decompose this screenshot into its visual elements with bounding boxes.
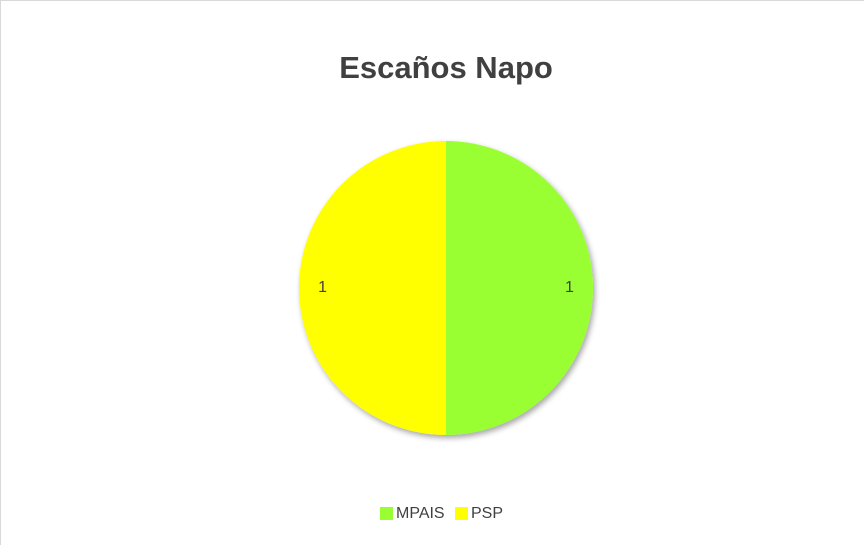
legend-label: MPAIS (396, 505, 445, 522)
legend-label: PSP (471, 505, 503, 522)
data-label: 1 (318, 279, 327, 296)
legend-swatch (380, 507, 393, 520)
pie-slice (299, 141, 446, 435)
chart-title: Escaños Napo (339, 50, 553, 85)
pie (299, 141, 593, 435)
pie-slice (446, 141, 593, 435)
legend-swatch (455, 507, 468, 520)
data-label: 1 (565, 279, 574, 296)
